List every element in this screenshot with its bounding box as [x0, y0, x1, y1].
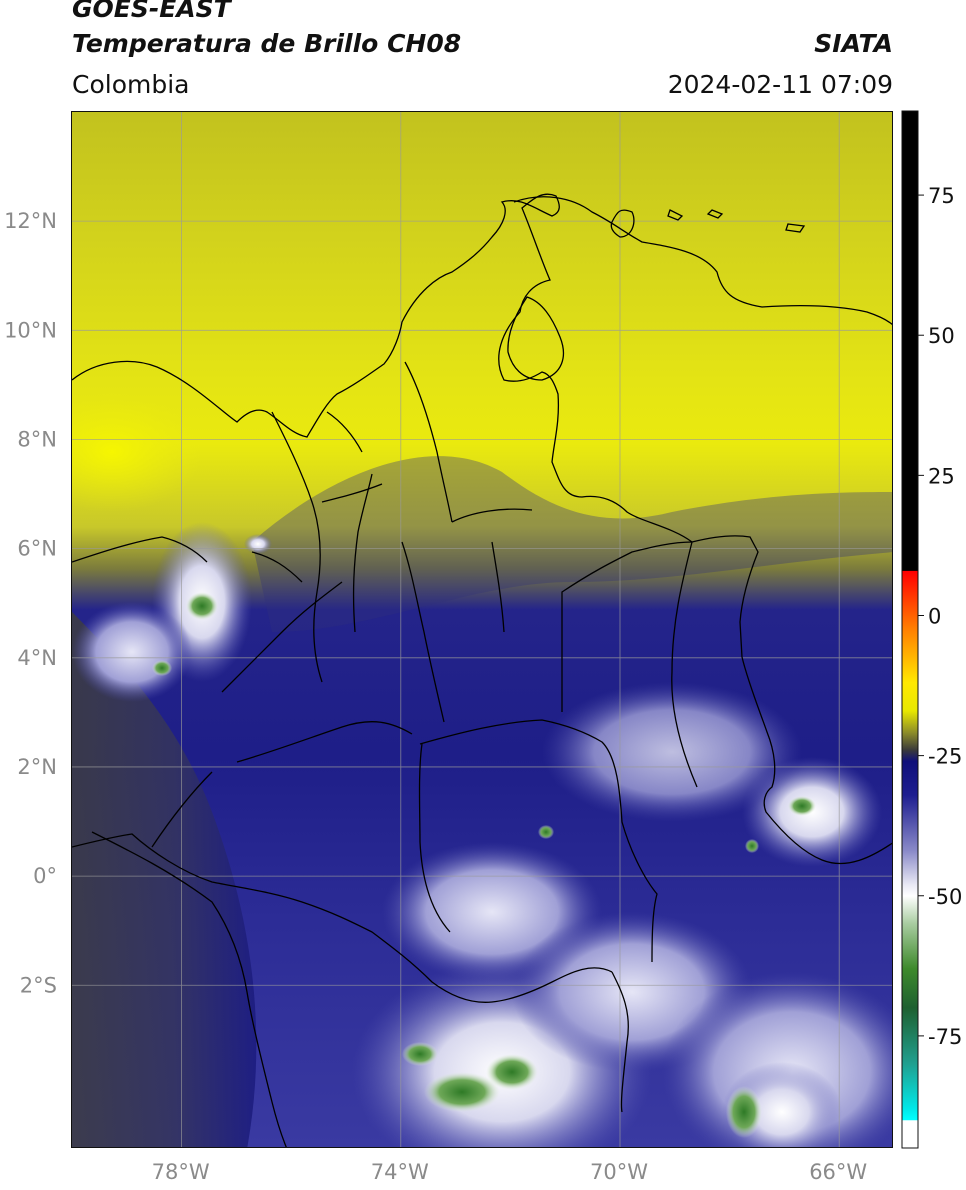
lon-tick-label: 70°W — [590, 1160, 648, 1184]
colorbar-tick-label: 75 — [928, 184, 955, 208]
dept-border — [451, 508, 533, 523]
pacific-coast — [72, 536, 208, 563]
pacific-border — [271, 411, 323, 683]
warm-band — [72, 392, 202, 512]
lat-tick-label: 2°N — [17, 755, 57, 779]
maracaibo-lake — [507, 296, 565, 381]
colorbar: 75 50 25 0 -25 -50 -75 — [901, 110, 962, 1149]
convective-cloud — [244, 534, 272, 554]
cold-top — [788, 796, 816, 816]
colorbar-tick-label: 50 — [928, 324, 955, 348]
vichada-border — [671, 541, 698, 788]
cold-top — [486, 1054, 538, 1090]
lat-tick-label: 12°N — [4, 209, 57, 233]
dept-border — [321, 483, 383, 503]
dept-border — [401, 541, 445, 723]
island-curacao — [706, 209, 724, 219]
lon-tick-label: 74°W — [371, 1160, 429, 1184]
eastern-border — [72, 193, 892, 865]
dry-air-region — [72, 612, 257, 1147]
moist-band — [252, 456, 892, 632]
cold-top — [745, 839, 759, 853]
andes-border — [404, 361, 453, 523]
cold-top — [538, 825, 554, 839]
island-aruba — [667, 209, 684, 221]
cold-top — [186, 592, 218, 620]
andes-border — [352, 473, 373, 633]
meta-border — [561, 541, 693, 712]
lat-tick-label: 8°N — [17, 427, 57, 451]
lat-tick-label: 4°N — [17, 646, 57, 670]
caribbean-coast — [513, 196, 892, 326]
region-label: Colombia — [72, 70, 190, 99]
leticia-border — [611, 971, 629, 1113]
timestamp-label: 2024-02-11 07:09 — [667, 70, 893, 99]
cloud-cluster — [542, 682, 802, 822]
cloud-cluster — [72, 602, 192, 702]
caqueta-border — [418, 743, 451, 933]
amazon-border — [419, 719, 658, 963]
colorbar-tick-label: 25 — [928, 464, 955, 488]
colorbar-tick-label: -75 — [928, 1025, 962, 1049]
dept-border — [326, 411, 363, 453]
dept-border — [251, 551, 303, 583]
coastline — [72, 196, 892, 1147]
country-borders — [72, 193, 892, 1113]
dept-border — [221, 581, 343, 693]
brand-label: SIATA — [814, 29, 893, 58]
paraguana — [610, 209, 635, 238]
lat-tick-label: 2°S — [20, 973, 57, 997]
cold-top — [424, 1072, 500, 1112]
cold-top — [726, 1086, 762, 1138]
lon-tick-label: 78°W — [152, 1160, 210, 1184]
colorbar-tick-label: -50 — [928, 885, 962, 909]
map-canvas — [72, 112, 892, 1147]
title-product: Temperatura de Brillo CH08 — [72, 29, 462, 58]
lat-tick-label: 6°N — [17, 537, 57, 561]
dept-border — [236, 721, 413, 763]
ecuador-coast — [91, 831, 287, 1147]
satellite-map — [71, 111, 893, 1148]
colorbar-tick-label: -25 — [928, 745, 962, 769]
dept-border — [151, 771, 213, 848]
southern-border — [72, 833, 613, 1003]
lat-tick-label: 10°N — [4, 318, 57, 342]
cold-top — [402, 1042, 438, 1066]
cold-top — [152, 660, 172, 676]
lat-tick-label: 0° — [33, 864, 57, 888]
colorbar-ramp — [901, 110, 919, 1149]
title-satellite: GOES-EAST — [72, 0, 231, 23]
island-bonaire — [785, 223, 806, 233]
lon-tick-label: 66°W — [809, 1160, 867, 1184]
dept-border — [491, 541, 505, 633]
graticule — [72, 112, 892, 1147]
colorbar-tick-label: 0 — [928, 604, 941, 628]
